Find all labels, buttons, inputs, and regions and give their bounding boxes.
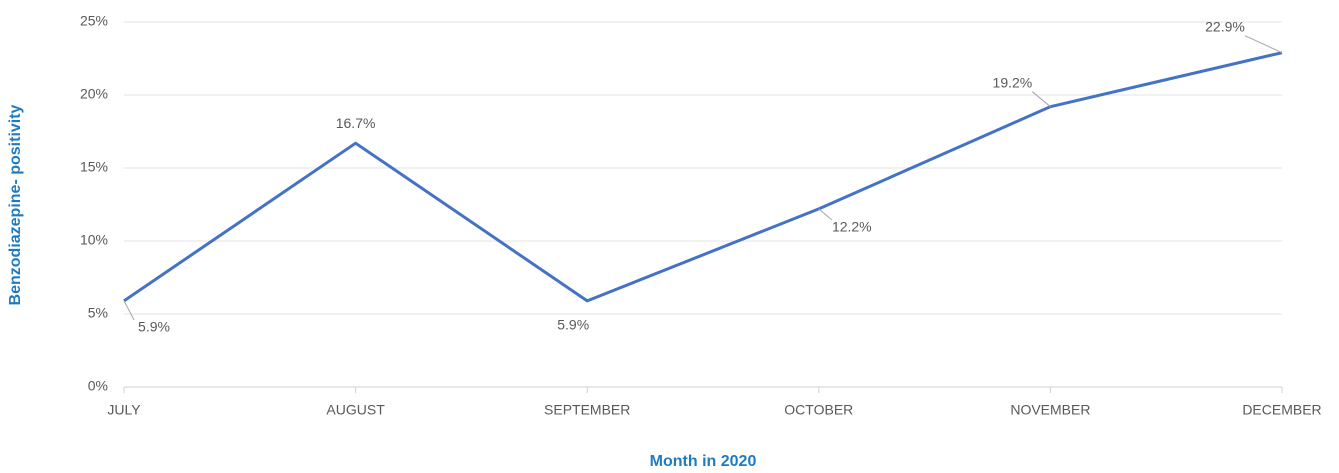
- y-tick-label: 10%: [80, 232, 108, 248]
- y-tick-label: 5%: [88, 305, 108, 321]
- leader-line: [1032, 91, 1051, 108]
- x-tick-label: OCTOBER: [784, 402, 853, 418]
- y-axis-title: Benzodiazepine- positivity: [7, 104, 24, 305]
- y-tick-label: 0%: [88, 378, 108, 394]
- series-line: [123, 51, 1283, 303]
- y-tick-label: 25%: [80, 13, 108, 29]
- leader-line: [818, 208, 833, 221]
- leader-line: [123, 300, 135, 321]
- data-label: 12.2%: [832, 219, 872, 235]
- data-label: 5.9%: [557, 317, 589, 333]
- data-label: 22.9%: [1205, 18, 1245, 34]
- data-label: 5.9%: [138, 319, 170, 335]
- x-tick-label: JULY: [107, 402, 141, 418]
- data-label: 19.2%: [993, 74, 1033, 90]
- data-label: 16.7%: [336, 115, 376, 131]
- x-tick-label: NOVEMBER: [1010, 402, 1090, 418]
- y-tick-label: 20%: [80, 86, 108, 102]
- x-tick-label: DECEMBER: [1242, 402, 1321, 418]
- x-tick-label: AUGUST: [326, 402, 385, 418]
- y-tick-label: 15%: [80, 159, 108, 175]
- x-tick-label: SEPTEMBER: [544, 402, 630, 418]
- x-axis-title: Month in 2020: [650, 453, 757, 470]
- leader-line: [1244, 35, 1283, 54]
